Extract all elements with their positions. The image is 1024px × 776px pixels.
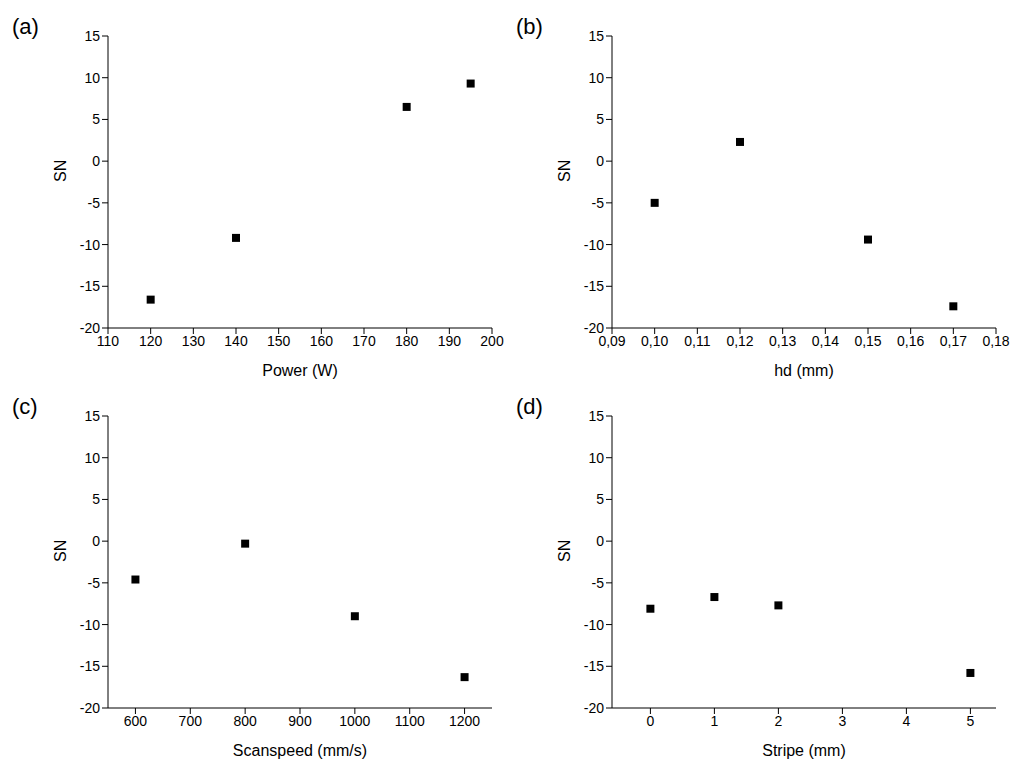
svg-text:5: 5 — [92, 491, 100, 507]
svg-text:5: 5 — [967, 713, 975, 729]
svg-text:900: 900 — [288, 713, 312, 729]
svg-text:1000: 1000 — [339, 713, 370, 729]
svg-text:SN: SN — [556, 540, 573, 562]
svg-text:130: 130 — [182, 333, 206, 349]
svg-text:800: 800 — [233, 713, 257, 729]
svg-text:0: 0 — [647, 713, 655, 729]
svg-text:0,12: 0,12 — [726, 333, 753, 349]
svg-text:-15: -15 — [80, 278, 100, 294]
svg-text:-5: -5 — [88, 575, 101, 591]
svg-text:15: 15 — [84, 28, 100, 44]
svg-text:180: 180 — [395, 333, 419, 349]
svg-text:1100: 1100 — [395, 713, 425, 729]
svg-text:-20: -20 — [80, 700, 100, 716]
svg-text:Power (W): Power (W) — [262, 362, 338, 379]
svg-text:0,11: 0,11 — [684, 333, 710, 349]
svg-text:0,09: 0,09 — [598, 332, 626, 349]
svg-text:15: 15 — [84, 408, 100, 424]
svg-text:700: 700 — [179, 713, 203, 729]
svg-text:140: 140 — [224, 333, 248, 349]
svg-text:160: 160 — [310, 333, 334, 349]
svg-text:10: 10 — [588, 450, 604, 466]
svg-text:110: 110 — [97, 333, 120, 349]
svg-text:190: 190 — [438, 333, 462, 349]
html-text:(d): (d) — [516, 394, 543, 419]
svg-text:0,14: 0,14 — [812, 333, 839, 349]
svg-text:Stripe (mm): Stripe (mm) — [762, 742, 846, 759]
svg-text:-20: -20 — [80, 320, 100, 336]
svg-text:0,13: 0,13 — [769, 333, 796, 349]
svg-text:-15: -15 — [584, 658, 604, 674]
svg-text:-5: -5 — [592, 575, 605, 591]
svg-text:SN: SN — [52, 160, 69, 182]
svg-text:0,16: 0,16 — [897, 333, 924, 349]
svg-text:-10: -10 — [80, 237, 100, 253]
svg-text:10: 10 — [84, 450, 100, 466]
svg-text:150: 150 — [267, 333, 291, 349]
svg-text:0,18: 0,18 — [982, 333, 1009, 349]
svg-text:-5: -5 — [592, 195, 605, 211]
svg-text:600: 600 — [124, 713, 148, 729]
svg-text:-15: -15 — [584, 278, 604, 294]
svg-text:0: 0 — [596, 153, 604, 169]
svg-text:1200: 1200 — [449, 713, 480, 729]
svg-text:0: 0 — [596, 533, 604, 549]
html-text:(a): (a) — [12, 14, 39, 39]
svg-text:3: 3 — [839, 713, 847, 729]
svg-text:15: 15 — [588, 28, 604, 44]
svg-text:1: 1 — [711, 713, 719, 729]
html-text:(c): (c) — [12, 394, 38, 419]
svg-text:-15: -15 — [80, 658, 100, 674]
svg-text:5: 5 — [596, 491, 604, 507]
svg-text:10: 10 — [84, 70, 100, 86]
svg-text:170: 170 — [352, 333, 376, 349]
svg-text:-20: -20 — [584, 320, 604, 336]
svg-text:0: 0 — [92, 533, 100, 549]
svg-text:4: 4 — [903, 713, 911, 729]
svg-text:15: 15 — [588, 408, 604, 424]
svg-text:200: 200 — [480, 333, 504, 349]
svg-text:SN: SN — [556, 160, 573, 182]
svg-text:2: 2 — [775, 713, 783, 729]
svg-text:5: 5 — [92, 111, 100, 127]
svg-text:-20: -20 — [584, 700, 604, 716]
svg-text:10: 10 — [588, 70, 604, 86]
svg-text:5: 5 — [596, 111, 604, 127]
svg-text:0,10: 0,10 — [641, 333, 668, 349]
html-text:(b): (b) — [516, 14, 543, 39]
svg-text:0,15: 0,15 — [854, 333, 881, 349]
svg-text:-10: -10 — [584, 617, 604, 633]
svg-text:-10: -10 — [584, 237, 604, 253]
svg-text:-10: -10 — [80, 617, 100, 633]
svg-text:0,17: 0,17 — [940, 333, 967, 349]
svg-text:-5: -5 — [88, 195, 101, 211]
svg-text:Scanspeed (mm/s): Scanspeed (mm/s) — [233, 742, 367, 759]
svg-text:0: 0 — [92, 153, 100, 169]
svg-text:120: 120 — [139, 333, 163, 349]
svg-text:SN: SN — [52, 540, 69, 562]
svg-text:hd (mm): hd (mm) — [774, 362, 834, 379]
